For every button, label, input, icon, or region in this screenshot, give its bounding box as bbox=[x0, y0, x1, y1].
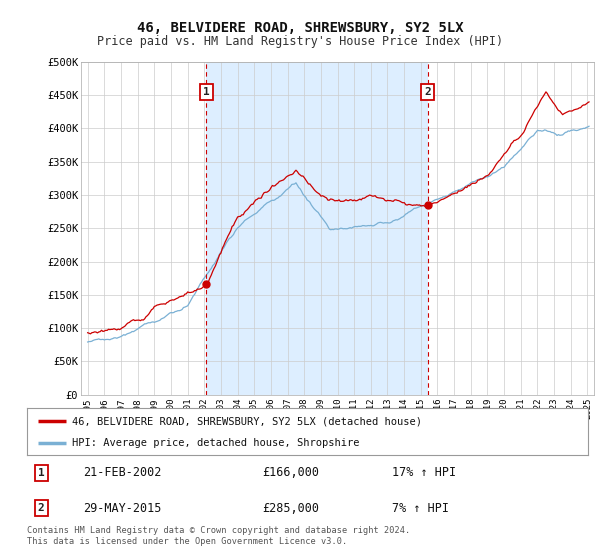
Text: 2: 2 bbox=[38, 503, 44, 513]
Text: HPI: Average price, detached house, Shropshire: HPI: Average price, detached house, Shro… bbox=[72, 438, 359, 448]
Text: £166,000: £166,000 bbox=[263, 466, 320, 479]
Text: 21-FEB-2002: 21-FEB-2002 bbox=[83, 466, 161, 479]
Text: 17% ↑ HPI: 17% ↑ HPI bbox=[392, 466, 456, 479]
Text: £285,000: £285,000 bbox=[263, 502, 320, 515]
Text: 2: 2 bbox=[424, 87, 431, 97]
Text: 7% ↑ HPI: 7% ↑ HPI bbox=[392, 502, 449, 515]
Bar bbox=[206, 62, 428, 395]
Text: Contains HM Land Registry data © Crown copyright and database right 2024.
This d: Contains HM Land Registry data © Crown c… bbox=[27, 526, 410, 546]
Text: Price paid vs. HM Land Registry's House Price Index (HPI): Price paid vs. HM Land Registry's House … bbox=[97, 35, 503, 48]
Text: 1: 1 bbox=[38, 468, 44, 478]
Text: 1: 1 bbox=[203, 87, 210, 97]
Text: 46, BELVIDERE ROAD, SHREWSBURY, SY2 5LX: 46, BELVIDERE ROAD, SHREWSBURY, SY2 5LX bbox=[137, 21, 463, 35]
Text: 29-MAY-2015: 29-MAY-2015 bbox=[83, 502, 161, 515]
Text: 46, BELVIDERE ROAD, SHREWSBURY, SY2 5LX (detached house): 46, BELVIDERE ROAD, SHREWSBURY, SY2 5LX … bbox=[72, 416, 422, 426]
